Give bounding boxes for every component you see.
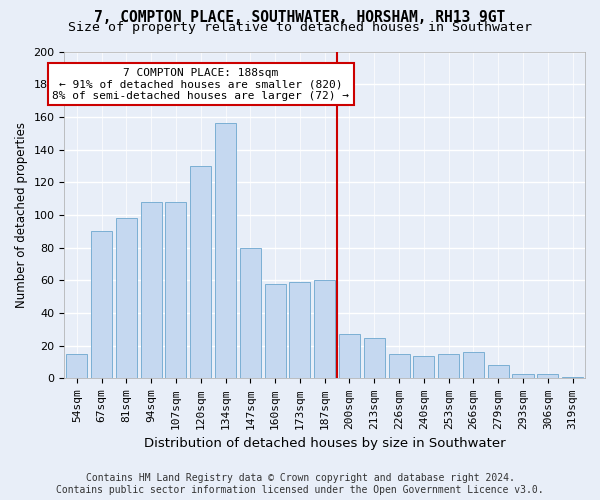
Bar	[240, 248, 261, 378]
Bar	[413, 356, 434, 378]
Bar	[389, 354, 410, 378]
X-axis label: Distribution of detached houses by size in Southwater: Distribution of detached houses by size …	[144, 437, 506, 450]
Bar	[463, 352, 484, 378]
Bar	[140, 202, 162, 378]
Bar	[512, 374, 533, 378]
Text: Size of property relative to detached houses in Southwater: Size of property relative to detached ho…	[68, 22, 532, 35]
Text: Contains HM Land Registry data © Crown copyright and database right 2024.
Contai: Contains HM Land Registry data © Crown c…	[56, 474, 544, 495]
Bar	[364, 338, 385, 378]
Bar	[166, 202, 187, 378]
Bar	[66, 354, 88, 378]
Bar	[91, 232, 112, 378]
Text: 7, COMPTON PLACE, SOUTHWATER, HORSHAM, RH13 9GT: 7, COMPTON PLACE, SOUTHWATER, HORSHAM, R…	[94, 10, 506, 25]
Bar	[537, 374, 559, 378]
Bar	[562, 377, 583, 378]
Bar	[488, 366, 509, 378]
Bar	[289, 282, 310, 378]
Bar	[265, 284, 286, 378]
Bar	[339, 334, 360, 378]
Text: 7 COMPTON PLACE: 188sqm
← 91% of detached houses are smaller (820)
8% of semi-de: 7 COMPTON PLACE: 188sqm ← 91% of detache…	[52, 68, 349, 101]
Y-axis label: Number of detached properties: Number of detached properties	[15, 122, 28, 308]
Bar	[190, 166, 211, 378]
Bar	[215, 124, 236, 378]
Bar	[314, 280, 335, 378]
Bar	[438, 354, 459, 378]
Bar	[116, 218, 137, 378]
